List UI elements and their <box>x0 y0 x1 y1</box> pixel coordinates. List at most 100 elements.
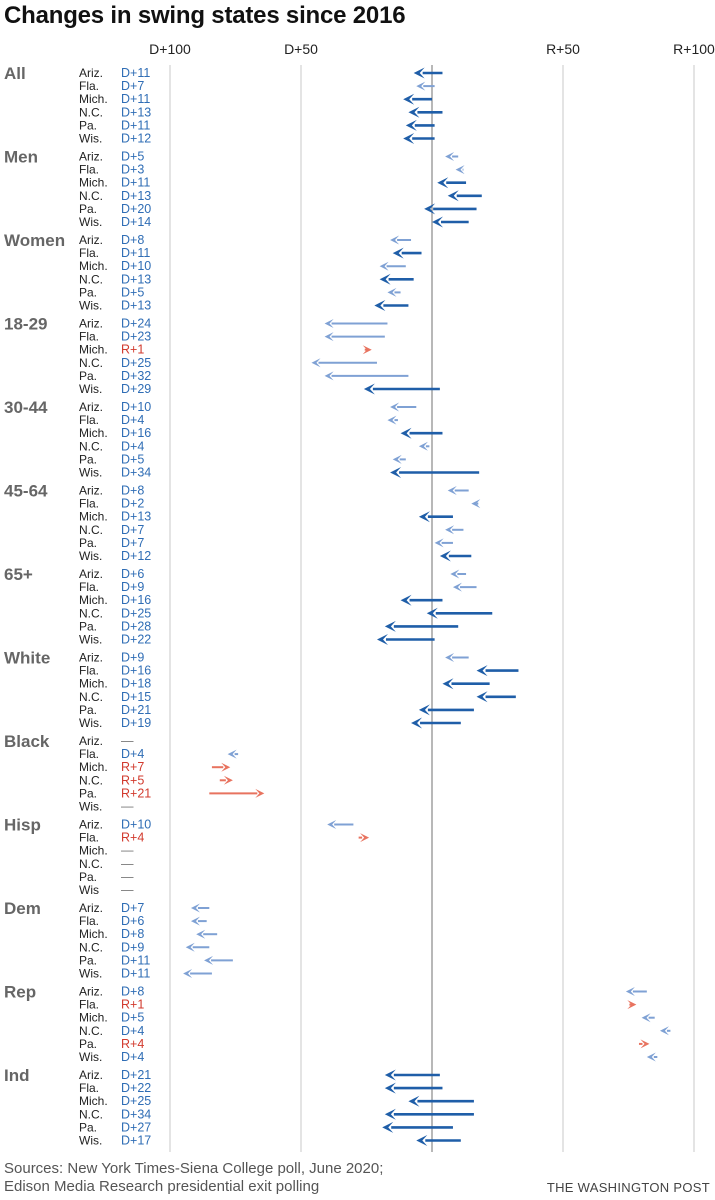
state-label: Wis. <box>79 299 102 313</box>
state-label: Mich. <box>79 760 108 774</box>
state-label: Pa. <box>79 369 97 383</box>
change-value: D+10 <box>121 259 151 273</box>
change-value: R+1 <box>121 343 144 357</box>
change-value: D+8 <box>121 233 144 247</box>
state-label: Pa. <box>79 870 97 884</box>
change-value: D+13 <box>121 510 151 524</box>
change-value: D+22 <box>121 633 151 647</box>
group-label: Dem <box>4 899 41 918</box>
state-label: Mich. <box>79 593 108 607</box>
change-value: D+4 <box>121 439 144 453</box>
arrows-layer <box>183 68 670 1147</box>
change-value: D+4 <box>121 747 144 761</box>
change-value: D+34 <box>121 466 151 480</box>
change-value: D+12 <box>121 132 151 146</box>
state-label: Mich. <box>79 259 108 273</box>
change-value: R+5 <box>121 773 144 787</box>
arrow-chart: D+100 D+50 R+50 R+100 All Ariz. D+11 Fla. D+7 Mi… <box>0 0 715 1160</box>
state-label: N.C. <box>79 105 103 119</box>
state-label: N.C. <box>79 606 103 620</box>
state-label: Wis <box>79 883 99 897</box>
group-label: 45-64 <box>4 482 48 501</box>
grid-layer <box>170 65 694 1152</box>
change-value: D+15 <box>121 690 151 704</box>
state-label: Pa. <box>79 285 97 299</box>
state-label: N.C. <box>79 857 103 871</box>
state-label: Fla. <box>79 163 99 177</box>
change-value: D+5 <box>121 452 144 466</box>
change-value: D+21 <box>121 703 151 717</box>
change-value: D+34 <box>121 1107 151 1121</box>
labels-layer: All Ariz. D+11 Fla. D+7 Mich. D+11 N.C. D+13 Pa. D… <box>4 64 151 1148</box>
state-label: Pa. <box>79 118 97 132</box>
state-label: Mich. <box>79 1094 108 1108</box>
state-label: N.C. <box>79 356 103 370</box>
state-label: Mich. <box>79 844 108 858</box>
change-value: D+13 <box>121 105 151 119</box>
change-value: D+23 <box>121 330 151 344</box>
state-label: N.C. <box>79 189 103 203</box>
change-value: R+7 <box>121 760 144 774</box>
group-label: Rep <box>4 983 36 1002</box>
change-value: — <box>121 734 134 748</box>
state-label: Pa. <box>79 619 97 633</box>
state-label: Wis. <box>79 466 102 480</box>
change-value: — <box>121 800 134 814</box>
change-value: D+7 <box>121 901 144 915</box>
change-value: D+28 <box>121 619 151 633</box>
group-label: Black <box>4 732 50 751</box>
arrow-head <box>627 1000 636 1009</box>
x-tick-label: R+100 <box>673 41 715 57</box>
change-value: D+9 <box>121 651 144 665</box>
change-value: R+4 <box>121 831 144 845</box>
state-label: Ariz. <box>79 985 103 999</box>
change-value: R+4 <box>121 1037 144 1051</box>
change-value: D+29 <box>121 382 151 396</box>
state-label: Ariz. <box>79 901 103 915</box>
state-label: Wis. <box>79 382 102 396</box>
change-value: D+4 <box>121 1024 144 1038</box>
state-label: Ariz. <box>79 233 103 247</box>
change-value: D+7 <box>121 79 144 93</box>
group-label: All <box>4 64 26 83</box>
change-value: D+4 <box>121 1050 144 1064</box>
change-value: — <box>121 883 134 897</box>
group-label: Men <box>4 148 38 167</box>
change-value: D+16 <box>121 426 151 440</box>
sources-note: Sources: New York Times-Siena College po… <box>4 1160 383 1196</box>
state-label: N.C. <box>79 690 103 704</box>
change-value: D+32 <box>121 369 151 383</box>
change-value: D+11 <box>121 118 150 132</box>
state-label: Ariz. <box>79 1068 103 1082</box>
state-label: Mich. <box>79 677 108 691</box>
state-label: Mich. <box>79 510 108 524</box>
change-value: D+11 <box>121 66 150 80</box>
state-label: Fla. <box>79 831 99 845</box>
state-label: Ariz. <box>79 818 103 832</box>
state-label: Fla. <box>79 330 99 344</box>
group-label: 65+ <box>4 565 33 584</box>
change-value: D+3 <box>121 163 144 177</box>
x-tick-label: R+50 <box>546 41 580 57</box>
group-label: Women <box>4 231 65 250</box>
state-label: Wis. <box>79 967 102 981</box>
group-label: 18-29 <box>4 315 47 334</box>
state-label: Ariz. <box>79 66 103 80</box>
state-label: Wis. <box>79 633 102 647</box>
state-label: Ariz. <box>79 567 103 581</box>
state-label: Pa. <box>79 452 97 466</box>
state-label: Fla. <box>79 1081 99 1095</box>
change-value: D+21 <box>121 1068 151 1082</box>
publisher-credit: THE WASHINGTON POST <box>547 1180 710 1195</box>
change-value: D+9 <box>121 940 144 954</box>
state-label: Pa. <box>79 786 97 800</box>
tick-labels: D+100 D+50 R+50 R+100 <box>149 41 715 57</box>
state-label: Ariz. <box>79 400 103 414</box>
change-value: D+25 <box>121 1094 151 1108</box>
change-value: — <box>121 857 134 871</box>
change-value: D+10 <box>121 818 151 832</box>
state-label: N.C. <box>79 1024 103 1038</box>
change-value: D+5 <box>121 150 144 164</box>
change-value: D+5 <box>121 285 144 299</box>
change-value: D+8 <box>121 927 144 941</box>
